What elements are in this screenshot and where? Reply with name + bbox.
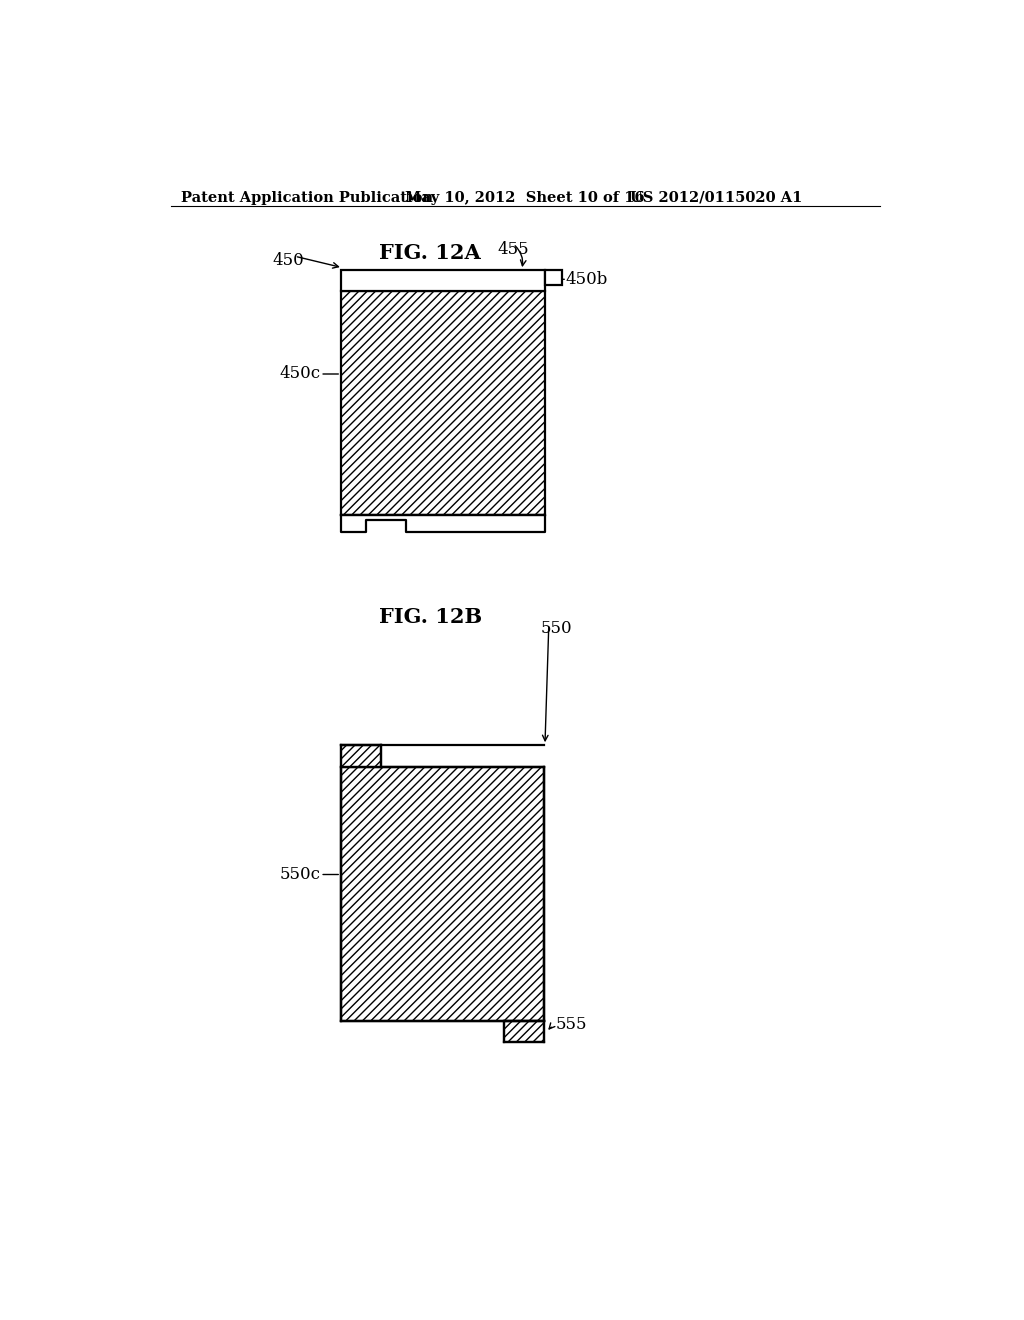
Bar <box>341 744 381 767</box>
Polygon shape <box>341 515 545 532</box>
Text: FIG. 12A: FIG. 12A <box>379 243 481 263</box>
Bar <box>545 271 562 285</box>
Text: 450: 450 <box>273 252 305 269</box>
Text: FIG. 12B: FIG. 12B <box>379 607 482 627</box>
Text: US 2012/0115020 A1: US 2012/0115020 A1 <box>630 191 803 205</box>
Bar <box>341 290 545 515</box>
Text: 450b: 450b <box>565 271 607 288</box>
Text: 450c: 450c <box>280 366 322 383</box>
Bar <box>504 1020 544 1043</box>
Bar <box>341 271 545 290</box>
Text: 550c: 550c <box>280 866 321 883</box>
Text: 550: 550 <box>541 620 572 638</box>
Text: Patent Application Publication: Patent Application Publication <box>180 191 433 205</box>
Text: 555: 555 <box>556 1016 588 1034</box>
Text: 455: 455 <box>498 240 529 257</box>
Bar <box>341 767 544 1020</box>
Text: May 10, 2012  Sheet 10 of 16: May 10, 2012 Sheet 10 of 16 <box>406 191 645 205</box>
